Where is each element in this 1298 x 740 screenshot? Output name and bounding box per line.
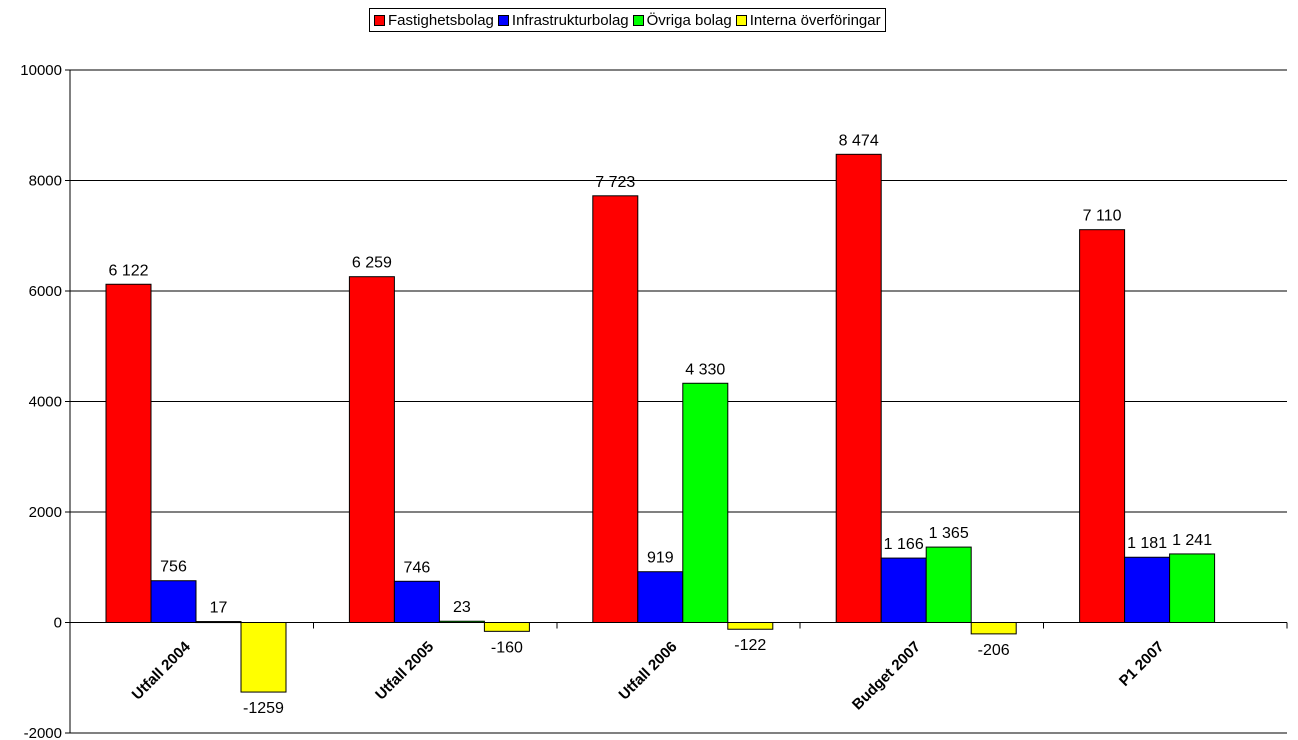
- x-tick-label: Budget 2007: [849, 638, 924, 713]
- data-label: 1 181: [1127, 535, 1167, 552]
- data-label: 1 241: [1172, 532, 1212, 549]
- legend-swatch-fastighetsbolag: [374, 14, 385, 26]
- data-label: 919: [647, 550, 674, 567]
- bar: [1079, 229, 1126, 624]
- legend-item-fastighetsbolag: Fastighetsbolag: [374, 12, 494, 29]
- bar: [637, 571, 684, 623]
- bar: [1169, 553, 1216, 623]
- data-label: 17: [210, 600, 228, 617]
- data-label: 746: [404, 559, 431, 576]
- legend-label-interna-overforingar: Interna överföringar: [749, 11, 881, 29]
- x-tick-label: Utfall 2005: [372, 638, 437, 703]
- data-label: -160: [491, 639, 523, 656]
- y-tick-label: -2000: [24, 725, 62, 740]
- bar: [195, 621, 242, 624]
- bar: [970, 622, 1017, 635]
- bar: [438, 620, 485, 623]
- legend-item-infrastrukturbolag: Infrastrukturbolag: [497, 11, 629, 29]
- bar: [150, 580, 197, 624]
- bar: [592, 195, 639, 623]
- data-label: -206: [978, 642, 1010, 659]
- bar: [880, 557, 927, 623]
- bar: [835, 153, 882, 623]
- legend-item-interna-overforingar: Interna överföringar: [735, 11, 881, 29]
- data-label: 1 365: [929, 525, 969, 542]
- bar: [1124, 556, 1171, 624]
- bar: [348, 276, 395, 623]
- y-tick-label: 6000: [29, 283, 62, 300]
- y-tick-label: 4000: [29, 394, 62, 411]
- bar: [682, 382, 729, 623]
- data-label: 23: [453, 599, 471, 616]
- data-label: 756: [160, 559, 187, 576]
- legend-label-fastighetsbolag: Fastighetsbolag: [388, 11, 494, 29]
- y-tick-label: 8000: [29, 173, 62, 190]
- y-tick-label: 2000: [29, 504, 62, 521]
- data-label: 7 110: [1083, 208, 1122, 225]
- y-tick-label: 10000: [20, 62, 62, 79]
- legend-label-infrastrukturbolag: Infrastrukturbolag: [511, 11, 629, 29]
- data-label: 7 723: [595, 174, 635, 191]
- legend-swatch-infrastrukturbolag: [497, 14, 509, 26]
- data-label: 1 166: [884, 536, 924, 553]
- bar: [240, 622, 287, 693]
- bar: [727, 622, 774, 630]
- legend-swatch-ovriga-bolag: [632, 14, 644, 26]
- y-tick-label: 0: [54, 615, 62, 632]
- chart-legend: Fastighetsbolag Infrastrukturbolag Övrig…: [369, 8, 886, 32]
- bar: [483, 622, 530, 632]
- x-tick-label: Utfall 2006: [616, 638, 681, 703]
- bar: [105, 283, 152, 623]
- x-tick-label: P1 2007: [1116, 638, 1168, 690]
- data-label: 6 259: [352, 255, 392, 272]
- data-label: 8 474: [839, 132, 879, 149]
- x-tick-label: Utfall 2004: [129, 638, 195, 704]
- data-label: 4 330: [685, 361, 725, 378]
- data-label: -1259: [243, 700, 284, 717]
- bar: [393, 580, 440, 624]
- legend-item-ovriga-bolag: Övriga bolag: [632, 11, 732, 29]
- legend-swatch-interna-overforingar: [735, 14, 747, 26]
- bar: [925, 546, 972, 623]
- data-label: -122: [734, 637, 766, 654]
- data-label: 6 122: [108, 262, 148, 279]
- legend-label-ovriga-bolag: Övriga bolag: [646, 11, 732, 29]
